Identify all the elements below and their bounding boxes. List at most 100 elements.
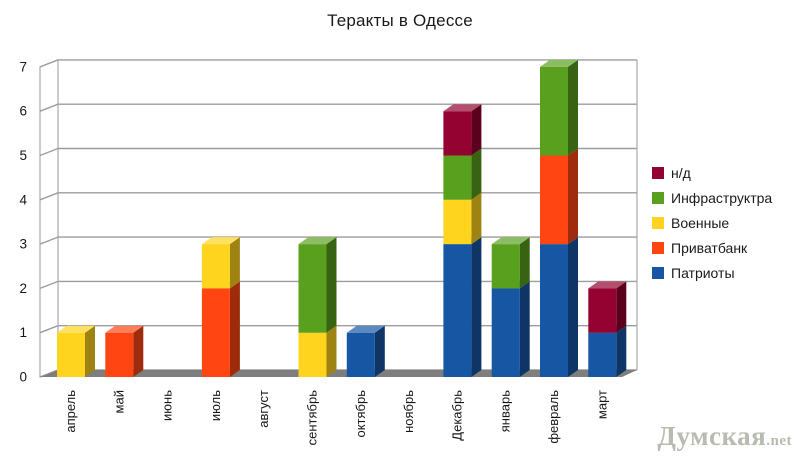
bar-segment-н/д bbox=[443, 104, 482, 156]
bar-face-side bbox=[568, 148, 578, 245]
x-axis-label: март bbox=[594, 390, 609, 419]
bar-segment-Патриоты bbox=[443, 237, 482, 377]
bar-face-side bbox=[568, 59, 578, 156]
bar-май bbox=[105, 325, 144, 377]
y-axis-tick-label: 4 bbox=[19, 192, 27, 207]
legend-item: Патриоты bbox=[652, 260, 772, 285]
gridline-connector bbox=[39, 236, 59, 245]
x-axis-label: июль bbox=[208, 390, 223, 421]
x-axis-label: Декабрь bbox=[449, 390, 464, 441]
bar-face-front bbox=[540, 155, 568, 245]
watermark-domain: .net bbox=[766, 433, 792, 449]
floor bbox=[40, 370, 637, 377]
bar-face-side bbox=[568, 237, 578, 377]
bar-Декабрь bbox=[443, 104, 482, 377]
gridline-connector bbox=[39, 59, 59, 68]
bar-face-side bbox=[616, 325, 627, 377]
x-axis-label: январь bbox=[498, 390, 513, 432]
bar-face-front bbox=[201, 244, 230, 289]
bar-face-front bbox=[491, 288, 520, 377]
bar-face-top bbox=[346, 325, 385, 333]
bar-face-front bbox=[588, 332, 617, 377]
bar-segment-Военные bbox=[201, 237, 240, 289]
y-axis-tick-label: 2 bbox=[19, 281, 27, 296]
bar-face-front bbox=[588, 288, 617, 333]
bar-segment-Военные bbox=[298, 325, 337, 377]
legend-item: Инфраструктра bbox=[652, 185, 772, 210]
bar-face-side bbox=[229, 281, 240, 377]
legend-label: Приватбанк bbox=[671, 239, 748, 256]
bar-апрель bbox=[57, 325, 95, 377]
bar-январь bbox=[491, 237, 530, 377]
bar-segment-Инфраструктра bbox=[540, 59, 578, 156]
legend-label: н/д bbox=[671, 164, 691, 181]
bar-face-front bbox=[298, 244, 327, 333]
x-axis-label: май bbox=[111, 390, 126, 413]
bar-face-front bbox=[443, 155, 472, 200]
legend-item: Приватбанк bbox=[652, 235, 772, 260]
bar-февраль bbox=[540, 59, 578, 377]
bar-segment-Приватбанк bbox=[201, 281, 240, 377]
bar-face-side bbox=[519, 281, 530, 377]
legend-swatch bbox=[652, 216, 664, 229]
bar-face-top bbox=[491, 237, 530, 245]
bar-face-side bbox=[519, 237, 530, 289]
bar-face-side bbox=[471, 104, 482, 156]
x-axis-label: октябрь bbox=[353, 390, 368, 438]
bar-face-front bbox=[540, 244, 568, 377]
legend-swatch bbox=[652, 191, 664, 204]
bar-март bbox=[588, 281, 627, 377]
chart-title: Теракты в Одессе bbox=[327, 11, 473, 30]
bar-segment-Патриоты bbox=[491, 281, 530, 377]
bar-face-side bbox=[374, 325, 385, 377]
bar-июль bbox=[201, 237, 240, 377]
bar-face-side bbox=[471, 148, 482, 200]
bar-segment-Патриоты bbox=[588, 325, 627, 377]
bar-segment-Приватбанк bbox=[105, 325, 144, 377]
legend-swatch bbox=[652, 241, 664, 254]
bar-face-front bbox=[201, 288, 230, 377]
x-axis-label: февраль bbox=[546, 390, 561, 444]
bar-сентябрь bbox=[298, 237, 337, 377]
y-axis-tick-label: 7 bbox=[19, 59, 27, 74]
bar-segment-Инфраструктра bbox=[491, 237, 530, 289]
bar-face-side bbox=[326, 237, 337, 333]
legend-label: Инфраструктра bbox=[671, 189, 773, 206]
y-axis-tick-label: 1 bbox=[19, 325, 27, 340]
bar-segment-Патриоты bbox=[346, 325, 385, 377]
bar-face-side bbox=[133, 325, 144, 377]
bar-face-side bbox=[616, 281, 627, 333]
bar-face-side bbox=[229, 237, 240, 289]
bar-face-front bbox=[346, 332, 375, 377]
bar-face-front bbox=[298, 332, 327, 377]
bar-face-side bbox=[471, 192, 482, 245]
gridline-connector bbox=[39, 280, 59, 290]
bar-face-top bbox=[540, 59, 578, 67]
bar-face-front bbox=[443, 244, 472, 377]
watermark-site: Думская bbox=[657, 421, 767, 451]
x-axis-label: ноябрь bbox=[401, 390, 416, 433]
y-axis-tick-label: 5 bbox=[19, 148, 27, 163]
legend-item: н/д bbox=[652, 160, 772, 185]
bar-face-front bbox=[540, 66, 568, 156]
gridline-connector bbox=[39, 325, 59, 334]
watermark: Думская.net bbox=[657, 421, 792, 452]
gridline-connector bbox=[39, 103, 59, 112]
legend-label: Патриоты bbox=[671, 264, 735, 281]
bar-segment-н/д bbox=[588, 281, 627, 333]
bar-face-front bbox=[443, 199, 472, 245]
bar-октябрь bbox=[346, 325, 385, 377]
bar-face-side bbox=[85, 325, 95, 377]
gridline-connector bbox=[39, 147, 59, 157]
bar-face-front bbox=[443, 111, 472, 156]
bar-face-side bbox=[326, 325, 337, 377]
legend-item: Военные bbox=[652, 210, 772, 235]
bar-face-front bbox=[57, 332, 85, 377]
y-axis-tick-label: 3 bbox=[19, 237, 27, 252]
bar-face-top bbox=[105, 325, 144, 333]
x-axis-label: август bbox=[256, 390, 271, 428]
legend-swatch bbox=[652, 266, 664, 279]
bar-segment-Военные bbox=[443, 192, 482, 245]
bar-face-top bbox=[57, 325, 95, 333]
